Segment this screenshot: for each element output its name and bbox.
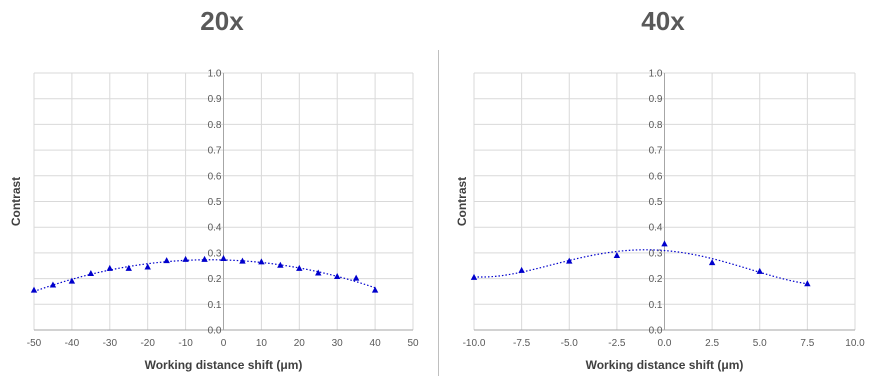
x-tick-label: 0: [221, 338, 227, 349]
data-point: [756, 267, 763, 274]
x-tick-label: -40: [65, 338, 80, 349]
x-tick-label: 20: [294, 338, 306, 349]
data-point: [106, 264, 113, 271]
x-tick-label: 7.5: [800, 338, 814, 349]
y-tick-label: 0.7: [649, 146, 663, 157]
x-tick-label: -20: [140, 338, 155, 349]
data-point: [613, 251, 621, 258]
data-point: [566, 257, 573, 264]
y-tick-label: 1.0: [649, 69, 663, 80]
chart-title-40x: 40x: [641, 6, 685, 36]
x-tick-label: -7.5: [513, 338, 531, 349]
x-tick-label: 30: [332, 338, 344, 349]
y-tick-label: 0.2: [649, 274, 663, 285]
data-point: [661, 240, 668, 247]
data-point: [277, 261, 284, 268]
y-tick-label: 0.3: [649, 248, 663, 259]
y-tick-label: 0.7: [208, 146, 222, 157]
data-point: [163, 257, 170, 264]
x-tick-label: -5.0: [561, 338, 579, 349]
data-point: [201, 255, 208, 262]
y-axis-label: Contrast: [455, 177, 469, 226]
x-tick-label: 0.0: [658, 338, 672, 349]
data-point: [708, 259, 716, 266]
data-point: [87, 269, 95, 276]
data-point: [371, 286, 379, 293]
x-tick-label: -30: [103, 338, 118, 349]
y-tick-label: 0.9: [208, 94, 222, 105]
panel-divider: [438, 50, 439, 376]
y-tick-label: 0.1: [208, 300, 222, 311]
data-point: [296, 264, 303, 271]
x-axis-label: Working distance shift (μm): [145, 358, 303, 372]
x-tick-label: -2.5: [608, 338, 626, 349]
y-tick-label: 0.8: [208, 120, 222, 131]
y-tick-label: 0.5: [208, 197, 222, 208]
x-tick-label: 5.0: [753, 338, 767, 349]
y-tick-label: 0.0: [208, 326, 222, 337]
data-point: [68, 277, 76, 284]
data-point: [258, 258, 265, 265]
x-tick-label: -10: [178, 338, 193, 349]
x-tick-label: 10.0: [845, 338, 865, 349]
data-point: [804, 280, 811, 287]
chart-title-20x: 20x: [200, 6, 244, 36]
x-tick-label: 10: [256, 338, 268, 349]
data-point: [352, 274, 360, 281]
x-tick-label: 40: [370, 338, 382, 349]
y-axis-label: Contrast: [9, 177, 23, 226]
data-point: [144, 263, 151, 270]
data-point: [239, 257, 246, 264]
y-tick-label: 0.6: [649, 171, 663, 182]
y-tick-label: 0.0: [649, 326, 663, 337]
y-tick-label: 0.4: [649, 223, 663, 234]
y-tick-label: 0.6: [208, 171, 222, 182]
x-tick-label: -10.0: [463, 338, 486, 349]
y-tick-label: 0.4: [208, 223, 222, 234]
x-axis-label: Working distance shift (μm): [586, 358, 744, 372]
y-tick-label: 0.9: [649, 94, 663, 105]
y-tick-label: 0.5: [649, 197, 663, 208]
data-point: [49, 281, 57, 288]
data-point: [220, 255, 227, 262]
data-point: [518, 266, 525, 273]
data-point: [125, 264, 132, 271]
x-tick-label: 50: [407, 338, 419, 349]
y-tick-label: 1.0: [208, 69, 222, 80]
data-point: [30, 286, 38, 293]
y-tick-label: 0.2: [208, 274, 222, 285]
x-tick-label: -50: [27, 338, 42, 349]
trendline: [473, 249, 808, 285]
x-tick-label: 2.5: [705, 338, 719, 349]
data-point: [182, 255, 189, 262]
y-tick-label: 0.3: [208, 248, 222, 259]
data-point: [315, 269, 322, 276]
data-point: [470, 273, 478, 280]
y-tick-label: 0.8: [649, 120, 663, 131]
data-point: [334, 273, 341, 280]
y-tick-label: 0.1: [649, 300, 663, 311]
